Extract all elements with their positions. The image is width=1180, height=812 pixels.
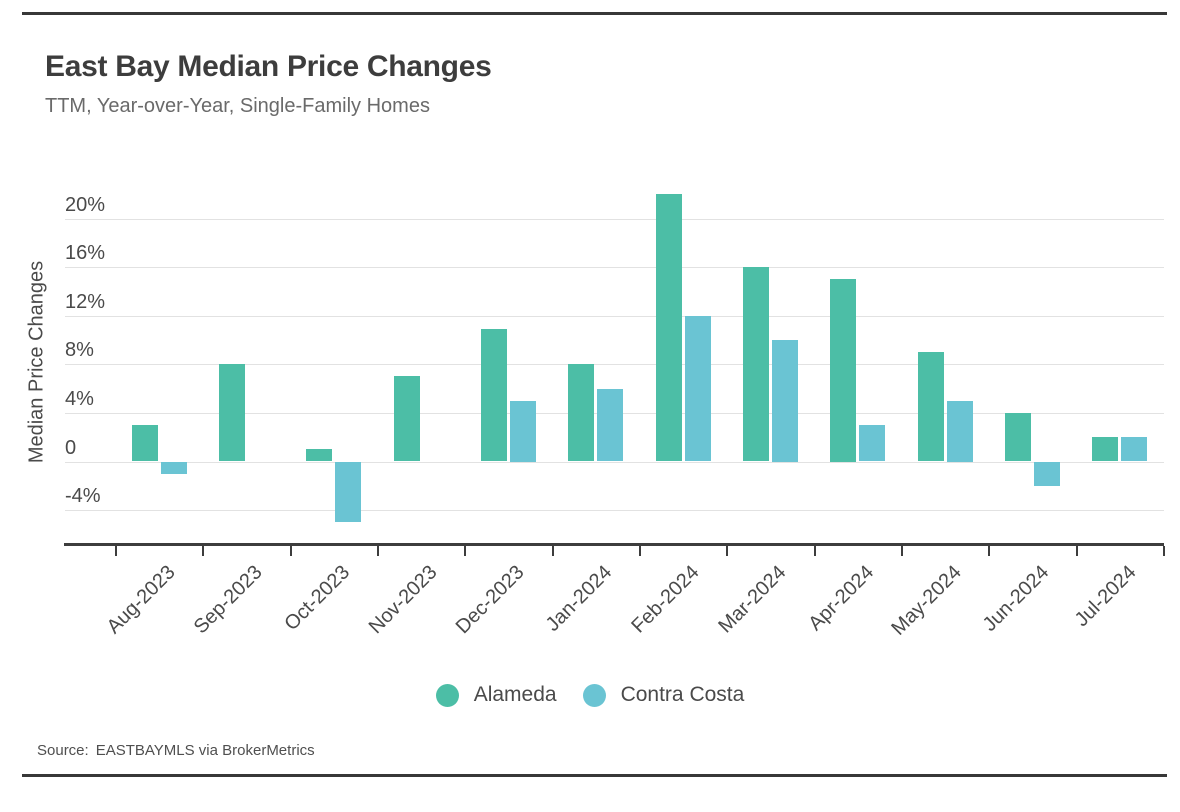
x-axis-tick-2 <box>289 546 292 556</box>
bar-contra-costa-may-2024 <box>946 400 973 462</box>
x-tick-label-mar-2024: Mar-2024 <box>714 561 791 638</box>
x-axis-tick-7 <box>726 546 729 556</box>
bar-contra-costa-dec-2023 <box>509 400 536 462</box>
y-tick-label--4%: -4% <box>65 485 101 508</box>
x-tick-label-apr-2024: Apr-2024 <box>804 561 879 636</box>
x-axis-tick-3 <box>376 546 379 556</box>
chart-subtitle: TTM, Year-over-Year, Single-Family Homes <box>45 95 430 117</box>
x-tick-label-feb-2024: Feb-2024 <box>627 561 704 638</box>
chart-area: 20% 16% 12% 8% 4% 0 -4% Aug-2023 Sep-2023 Oct-202… <box>64 185 1165 645</box>
source-note: Source: EASTBAYMLS via BrokerMetrics <box>37 742 315 759</box>
bar-alameda-dec-2023 <box>480 329 507 462</box>
gridline--4% <box>65 510 1164 512</box>
gridline-12% <box>65 315 1164 317</box>
x-axis-tick-4 <box>464 546 467 556</box>
legend: Alameda Contra Costa <box>0 683 1180 707</box>
bar-contra-costa-feb-2024 <box>684 315 711 462</box>
bar-contra-costa-oct-2023 <box>335 461 362 523</box>
bar-contra-costa-mar-2024 <box>771 340 798 462</box>
x-tick-label-aug-2023: Aug-2023 <box>102 561 180 639</box>
gridline-20% <box>65 218 1164 220</box>
legend-label-alameda: Alameda <box>473 683 557 706</box>
bar-contra-costa-jun-2024 <box>1033 461 1060 486</box>
legend-dot-contra-costa-icon <box>582 683 606 707</box>
x-tick-label-may-2024: May-2024 <box>887 561 966 640</box>
y-tick-label-8%: 8% <box>65 339 94 362</box>
x-axis-tick-0 <box>115 546 117 556</box>
plot-area: 20% 16% 12% 8% 4% 0 -4% Aug-2023 Sep-2023 Oct-202… <box>64 185 1165 640</box>
bar-alameda-jan-2024 <box>568 364 595 462</box>
bar-alameda-mar-2024 <box>742 267 769 462</box>
x-tick-label-oct-2023: Oct-2023 <box>280 561 355 636</box>
bar-alameda-feb-2024 <box>655 194 682 462</box>
top-border-line <box>22 12 1167 15</box>
source-text: EASTBAYMLS via BrokerMetrics <box>95 742 315 759</box>
legend-dot-alameda-icon <box>435 683 459 707</box>
bar-contra-costa-apr-2024 <box>859 425 886 462</box>
bar-alameda-apr-2024 <box>830 279 857 462</box>
x-axis-line <box>64 543 1164 546</box>
bar-alameda-nov-2023 <box>393 376 420 462</box>
x-axis-tick-11 <box>1075 546 1078 556</box>
chart-title: East Bay Median Price Changes <box>45 50 492 83</box>
x-axis-tick-5 <box>551 546 554 556</box>
x-tick-label-jun-2024: Jun-2024 <box>978 561 1053 636</box>
y-axis-title: Median Price Changes <box>25 260 48 464</box>
bottom-border-line <box>22 774 1167 777</box>
bar-alameda-sep-2023 <box>218 364 245 462</box>
x-axis-tick-10 <box>988 546 991 556</box>
y-tick-label-12%: 12% <box>65 290 106 313</box>
y-tick-label-4%: 4% <box>65 387 94 410</box>
x-axis-tick-12 <box>1162 546 1165 556</box>
y-tick-label-0: 0 <box>65 436 77 459</box>
x-tick-label-nov-2023: Nov-2023 <box>364 561 442 639</box>
legend-item-alameda: Alameda <box>435 683 557 707</box>
bar-alameda-aug-2023 <box>131 425 158 462</box>
x-axis-tick-6 <box>638 546 641 556</box>
x-tick-label-dec-2023: Dec-2023 <box>451 561 529 639</box>
bar-contra-costa-aug-2023 <box>160 461 187 474</box>
source-prefix: Source: <box>37 742 89 759</box>
bar-alameda-jul-2024 <box>1092 437 1119 462</box>
x-tick-label-sep-2023: Sep-2023 <box>189 561 267 639</box>
x-axis-tick-8 <box>813 546 816 556</box>
x-tick-label-jan-2024: Jan-2024 <box>541 561 617 636</box>
bar-alameda-jun-2024 <box>1004 412 1031 462</box>
gridline-16% <box>65 267 1164 269</box>
bar-contra-costa-jan-2024 <box>597 388 624 462</box>
gridline-0 <box>65 461 1164 463</box>
x-axis-tick-9 <box>900 546 903 556</box>
bar-alameda-may-2024 <box>917 352 944 462</box>
x-tick-label-jul-2024: Jul-2024 <box>1070 561 1141 632</box>
y-tick-label-16%: 16% <box>65 242 106 265</box>
gridline-8% <box>65 364 1164 366</box>
bar-contra-costa-jul-2024 <box>1121 437 1148 462</box>
legend-label-contra-costa: Contra Costa <box>620 683 745 706</box>
legend-item-contra-costa: Contra Costa <box>582 683 745 707</box>
y-tick-label-20%: 20% <box>65 193 106 216</box>
bar-alameda-oct-2023 <box>306 449 333 462</box>
x-axis-tick-1 <box>202 546 205 556</box>
